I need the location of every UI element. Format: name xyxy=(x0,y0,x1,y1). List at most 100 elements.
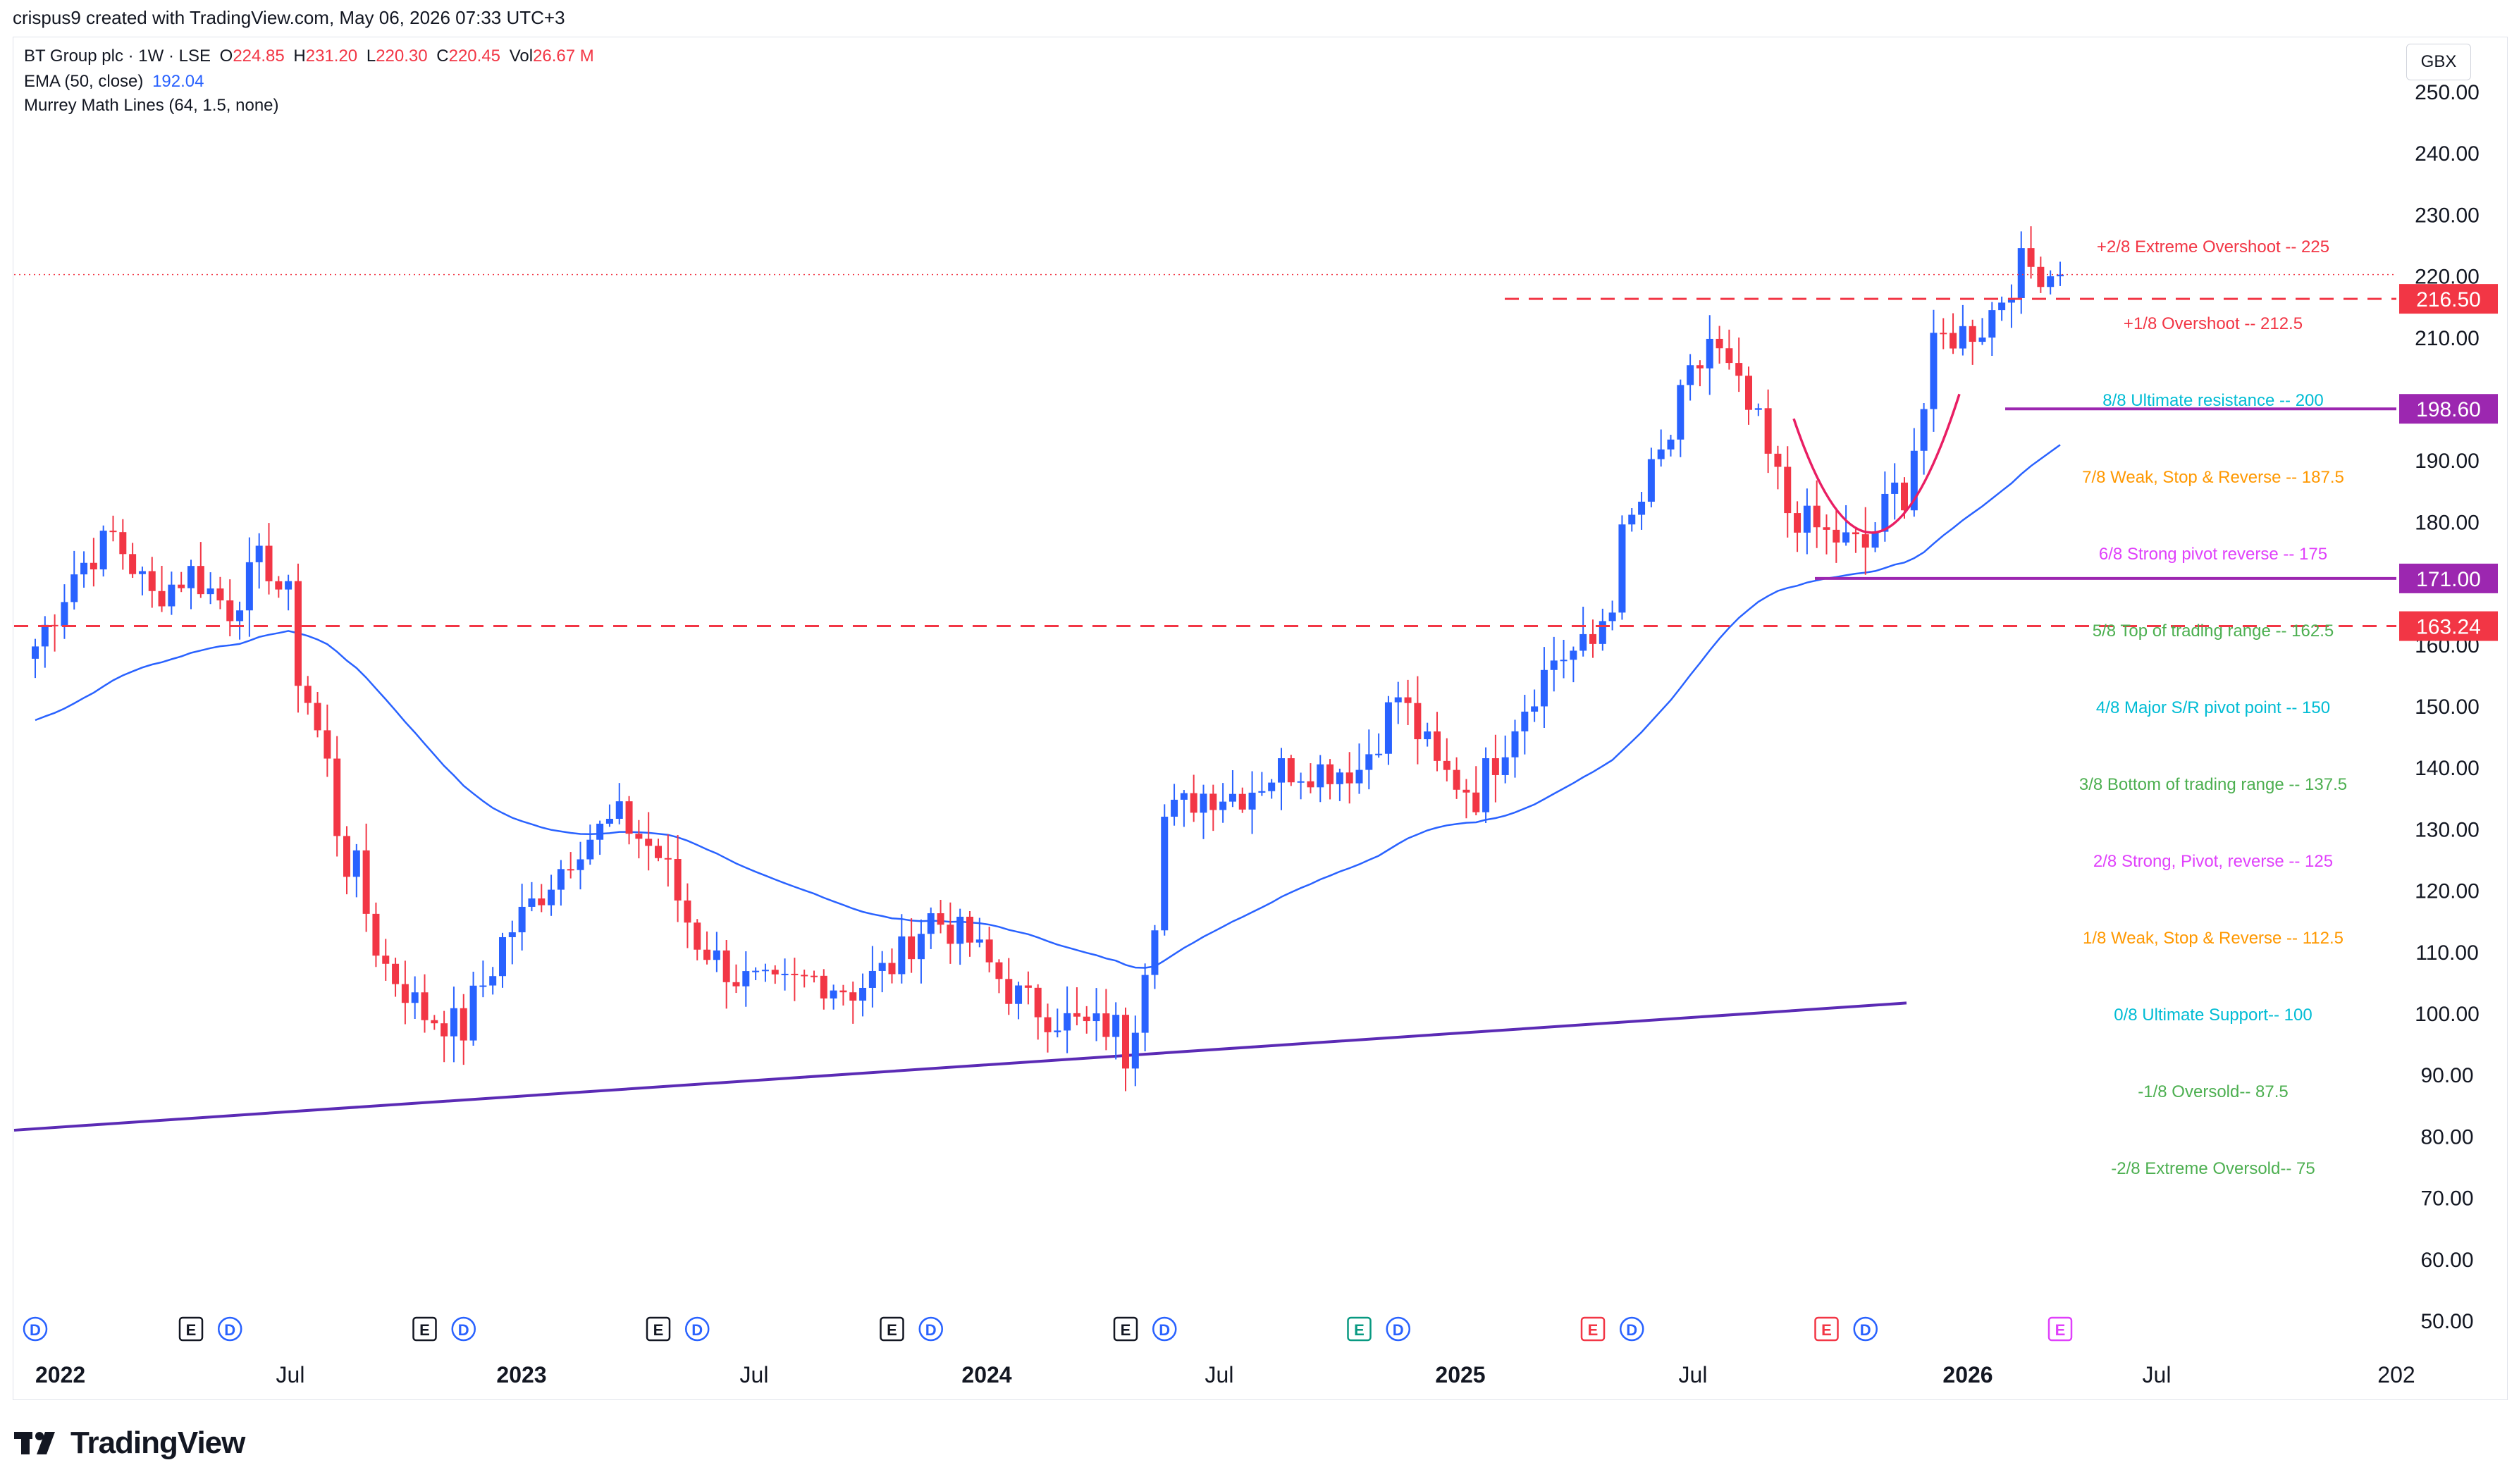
candle-body[interactable] xyxy=(333,758,341,836)
candle-body[interactable] xyxy=(1813,505,1821,528)
candle-body[interactable] xyxy=(168,584,175,607)
candle-body[interactable] xyxy=(2057,274,2064,277)
candle-body[interactable] xyxy=(1278,758,1285,783)
candle-body[interactable] xyxy=(1141,975,1149,1033)
candle-body[interactable] xyxy=(1287,758,1295,783)
candle-body[interactable] xyxy=(898,936,906,975)
candle-body[interactable] xyxy=(1424,731,1431,740)
earnings-marker[interactable] xyxy=(1113,1316,1138,1342)
candle-body[interactable] xyxy=(1608,612,1616,622)
candle-body[interactable] xyxy=(2027,248,2035,267)
candle-body[interactable] xyxy=(1453,769,1460,790)
candle-body[interactable] xyxy=(820,975,827,998)
price-badge[interactable] xyxy=(2399,611,2498,641)
dividend-marker[interactable] xyxy=(1620,1316,1644,1342)
candle-body[interactable] xyxy=(567,869,574,871)
candle-body[interactable] xyxy=(421,992,429,1020)
candle-body[interactable] xyxy=(518,906,526,933)
candle-body[interactable] xyxy=(1238,793,1246,810)
candle-body[interactable] xyxy=(1521,711,1529,731)
price-badge[interactable] xyxy=(2399,284,2498,314)
dividend-marker[interactable] xyxy=(218,1316,242,1342)
candle-body[interactable] xyxy=(1434,731,1441,761)
candle-body[interactable] xyxy=(61,602,68,626)
candle-body[interactable] xyxy=(372,913,380,956)
candle-body[interactable] xyxy=(1501,757,1509,775)
candle-body[interactable] xyxy=(1044,1017,1052,1032)
candle-body[interactable] xyxy=(489,976,497,986)
candle-body[interactable] xyxy=(1696,365,1704,369)
candle-body[interactable] xyxy=(1414,703,1422,740)
candle-body[interactable] xyxy=(324,730,331,759)
candle-body[interactable] xyxy=(1988,310,1996,338)
candle-body[interactable] xyxy=(1511,731,1519,758)
candle-body[interactable] xyxy=(1209,793,1217,810)
candle-body[interactable] xyxy=(1531,706,1539,712)
candle-body[interactable] xyxy=(80,562,88,575)
candle-body[interactable] xyxy=(460,1008,467,1041)
candle-body[interactable] xyxy=(1404,697,1412,703)
earnings-marker[interactable] xyxy=(2047,1316,2073,1342)
candle-body[interactable] xyxy=(849,992,857,1001)
candle-body[interactable] xyxy=(1054,1030,1061,1032)
candle-body[interactable] xyxy=(645,839,653,846)
candle-body[interactable] xyxy=(1472,792,1480,812)
candle-body[interactable] xyxy=(1861,534,1869,548)
candle-body[interactable] xyxy=(275,581,283,590)
candle-body[interactable] xyxy=(70,574,78,602)
dividend-marker[interactable] xyxy=(685,1316,710,1342)
candle-body[interactable] xyxy=(1190,793,1197,813)
candle-body[interactable] xyxy=(2037,266,2045,287)
candle-body[interactable] xyxy=(1297,781,1305,783)
candle-body[interactable] xyxy=(197,566,204,595)
candle-body[interactable] xyxy=(1940,333,1947,335)
candle-body[interactable] xyxy=(1628,514,1636,525)
dividend-marker[interactable] xyxy=(1853,1316,1878,1342)
candle-body[interactable] xyxy=(1550,660,1558,670)
candle-body[interactable] xyxy=(1228,793,1236,802)
earnings-marker[interactable] xyxy=(412,1316,437,1342)
candle-body[interactable] xyxy=(1034,987,1042,1018)
price-badge[interactable] xyxy=(2399,563,2498,593)
candle-body[interactable] xyxy=(1384,702,1392,754)
candle-body[interactable] xyxy=(178,584,185,588)
candle-body[interactable] xyxy=(1774,453,1782,467)
candle-body[interactable] xyxy=(1083,1016,1090,1022)
candle-body[interactable] xyxy=(596,823,604,840)
candle-body[interactable] xyxy=(158,590,166,607)
candle-body[interactable] xyxy=(1677,385,1685,440)
candle-body[interactable] xyxy=(1638,501,1646,515)
candle-body[interactable] xyxy=(382,956,390,964)
candle-body[interactable] xyxy=(586,839,594,860)
candle-body[interactable] xyxy=(441,1023,448,1037)
candle-body[interactable] xyxy=(226,600,234,622)
ema-line[interactable] xyxy=(35,444,2061,969)
candle-body[interactable] xyxy=(2047,276,2055,287)
candle-body[interactable] xyxy=(1579,633,1587,651)
candle-body[interactable] xyxy=(1950,333,1957,349)
candle-body[interactable] xyxy=(548,889,555,905)
candle-body[interactable] xyxy=(1794,513,1802,533)
candle-body[interactable] xyxy=(1959,326,1966,349)
candle-body[interactable] xyxy=(343,836,350,877)
candle-body[interactable] xyxy=(1219,801,1227,810)
candle-body[interactable] xyxy=(956,916,964,944)
candle-body[interactable] xyxy=(352,850,360,877)
candle-body[interactable] xyxy=(1745,376,1752,410)
candle-body[interactable] xyxy=(538,898,546,905)
legend-ema[interactable]: EMA (50, close) 192.04 xyxy=(24,72,208,92)
candle-body[interactable] xyxy=(694,922,701,950)
candle-body[interactable] xyxy=(1910,450,1918,511)
candle-body[interactable] xyxy=(392,963,400,984)
candle-body[interactable] xyxy=(1064,1013,1071,1031)
candle-body[interactable] xyxy=(187,566,195,588)
candle-body[interactable] xyxy=(431,1020,438,1024)
candle-body[interactable] xyxy=(868,970,876,988)
candle-body[interactable] xyxy=(985,939,993,963)
candle-body[interactable] xyxy=(995,962,1003,979)
candle-body[interactable] xyxy=(1560,660,1568,662)
candle-body[interactable] xyxy=(615,801,623,819)
candle-body[interactable] xyxy=(1365,754,1373,770)
candle-body[interactable] xyxy=(791,973,799,975)
